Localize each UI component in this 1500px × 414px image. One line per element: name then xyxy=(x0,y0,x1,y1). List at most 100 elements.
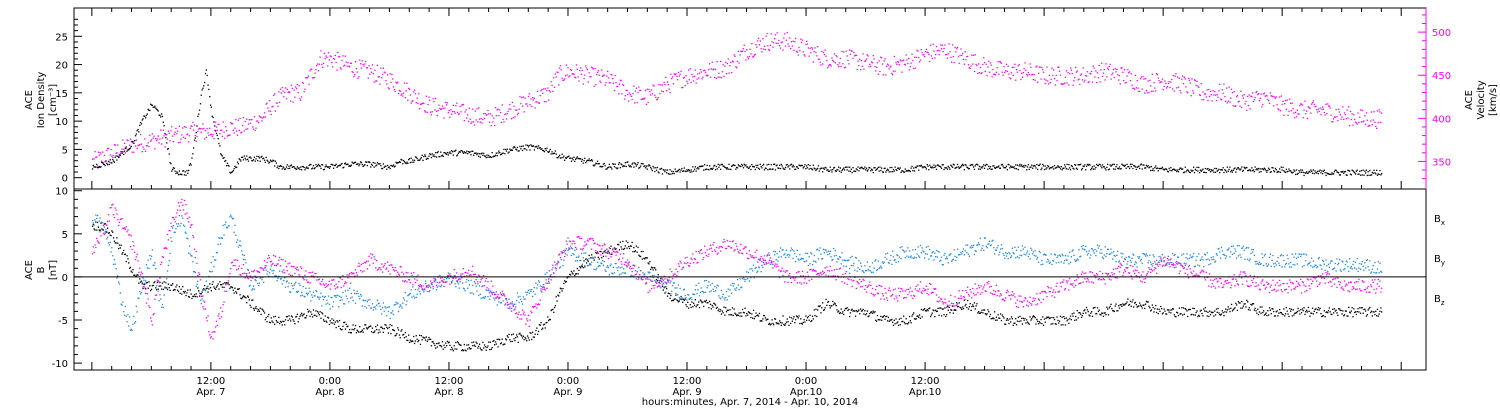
bx-series-point xyxy=(1089,315,1091,317)
bx-series-point xyxy=(1380,307,1382,309)
velocity-series-point xyxy=(857,60,859,62)
velocity-series-point xyxy=(1327,103,1329,105)
by-series-point xyxy=(247,268,249,271)
bx-series-point xyxy=(946,305,949,308)
bx-series-point xyxy=(633,247,635,249)
bx-series-point xyxy=(1109,305,1111,308)
by-series-point xyxy=(241,250,243,252)
density-series-point xyxy=(792,164,794,166)
bx-series-point xyxy=(871,312,874,314)
bx-series-point xyxy=(1341,313,1343,315)
velocity-series-point xyxy=(161,143,163,145)
bx-series-point xyxy=(984,313,986,315)
velocity-series-point xyxy=(913,67,915,70)
density-series-point xyxy=(1314,170,1316,172)
density-series-point xyxy=(980,166,982,168)
velocity-series-point xyxy=(204,138,206,140)
bx-series-point xyxy=(665,286,667,288)
bx-series-point xyxy=(123,253,126,256)
velocity-series-point xyxy=(570,69,573,71)
density-series-point xyxy=(1313,172,1315,175)
velocity-series-point xyxy=(559,65,562,67)
bx-series-point xyxy=(597,256,599,258)
by-series-point xyxy=(371,303,374,305)
bx-series-point xyxy=(809,314,811,316)
velocity-series-point xyxy=(462,103,464,106)
density-series-point xyxy=(875,169,877,171)
density-series-point xyxy=(485,156,487,159)
by-series-point xyxy=(166,270,169,272)
velocity-series-point xyxy=(1177,86,1180,88)
density-series-point xyxy=(829,166,831,168)
velocity-series-point xyxy=(118,156,121,158)
velocity-series-point xyxy=(1194,80,1196,82)
velocity-series-point xyxy=(1082,67,1084,69)
density-series-point xyxy=(296,166,298,168)
velocity-series-point xyxy=(435,97,437,100)
bx-series-point xyxy=(690,306,692,309)
velocity-series-point xyxy=(1129,80,1132,82)
density-series-point xyxy=(871,169,874,171)
bx-series-point xyxy=(1280,312,1282,314)
velocity-series-point xyxy=(1155,90,1157,92)
density-series-point xyxy=(110,162,112,164)
density-series-point xyxy=(609,166,611,168)
bx-series-point xyxy=(1276,310,1278,312)
bx-series-point xyxy=(228,284,230,286)
bx-series-point xyxy=(796,316,798,318)
density-series-point xyxy=(913,167,915,169)
bx-series-point xyxy=(873,312,875,314)
bx-series-point xyxy=(789,316,791,318)
density-series xyxy=(91,69,1383,177)
velocity-series-point xyxy=(930,55,933,57)
density-series-point xyxy=(605,168,607,170)
density-series-point xyxy=(800,165,802,167)
velocity-series-point xyxy=(403,92,405,94)
bx-series-point xyxy=(707,302,709,304)
by-series-point xyxy=(210,261,212,264)
velocity-series-point xyxy=(986,74,988,77)
density-series-point xyxy=(532,145,534,147)
bx-series-point xyxy=(892,324,895,326)
density-series-point xyxy=(1140,163,1142,165)
bx-series-point xyxy=(247,296,250,298)
velocity-series-point xyxy=(1146,92,1148,94)
velocity-series-point xyxy=(576,68,578,70)
velocity-series-point xyxy=(1006,70,1008,72)
velocity-series-point xyxy=(1271,95,1273,97)
velocity-series-point xyxy=(530,98,532,100)
bx-series-point xyxy=(146,281,148,284)
density-series-point xyxy=(709,168,712,170)
density-series-point xyxy=(440,155,443,157)
velocity-series-point xyxy=(267,107,269,109)
bx-series-point xyxy=(1250,303,1252,306)
bx-series-point xyxy=(1296,310,1298,313)
top-panel-frame xyxy=(73,7,1427,190)
density-series-point xyxy=(240,160,242,162)
density-series-point xyxy=(617,167,619,169)
velocity-series-point xyxy=(549,91,551,93)
velocity-series-point xyxy=(897,61,900,63)
bx-series-point xyxy=(1245,306,1247,308)
by-series-point xyxy=(227,225,229,227)
density-series-point xyxy=(409,161,411,164)
density-series-point xyxy=(757,167,760,169)
bx-series-point xyxy=(751,313,753,315)
velocity-series-point xyxy=(446,104,448,106)
density-series-point xyxy=(677,170,679,172)
bx-series-point xyxy=(1281,313,1283,315)
bx-series-point xyxy=(926,308,928,311)
velocity-series-point xyxy=(655,99,658,101)
by-series-point xyxy=(426,290,428,293)
velocity-series-point xyxy=(836,56,838,58)
velocity-series-point xyxy=(607,70,609,73)
density-series-point xyxy=(1349,173,1352,175)
density-series-point xyxy=(1244,167,1246,170)
density-series-point xyxy=(304,169,306,171)
density-series-point xyxy=(288,165,290,167)
velocity-series-point xyxy=(597,70,599,72)
velocity-series-point xyxy=(595,84,597,86)
by-series-point xyxy=(190,255,192,257)
velocity-series-point xyxy=(784,33,786,35)
by-series-point xyxy=(164,287,166,290)
